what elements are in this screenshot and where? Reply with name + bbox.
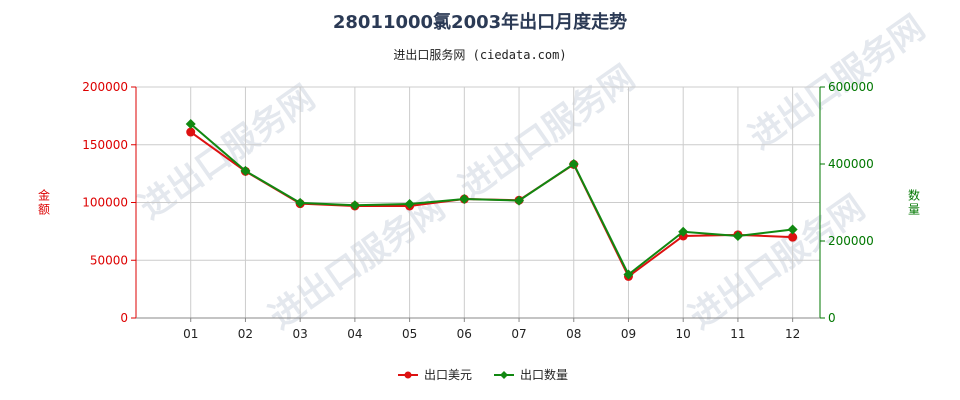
chart-title: 28011000氯2003年出口月度走势	[332, 12, 628, 33]
x-tick-label: 01	[183, 327, 198, 341]
watermark-text: 进出口服务网	[262, 188, 452, 338]
legend-marker	[500, 371, 508, 379]
data-point	[186, 127, 196, 137]
watermark-text: 进出口服务网	[132, 78, 322, 228]
x-tick-label: 12	[785, 327, 800, 341]
x-tick-label: 09	[621, 327, 636, 341]
right-tick-label: 0	[828, 311, 836, 325]
legend-label: 出口美元	[424, 368, 472, 382]
x-tick-label: 07	[511, 327, 526, 341]
legend-label: 出口数量	[520, 367, 568, 382]
data-point	[623, 269, 634, 280]
right-axis-title: 数量	[908, 188, 920, 217]
data-point	[788, 232, 798, 242]
left-tick-label: 100000	[82, 196, 128, 210]
left-tick-label: 0	[120, 311, 128, 325]
data-point	[514, 195, 525, 206]
x-tick-label: 03	[293, 327, 308, 341]
legend-marker	[404, 371, 412, 379]
right-tick-label: 200000	[828, 234, 874, 248]
watermark-text: 进出口服务网	[682, 188, 872, 338]
data-point	[732, 230, 743, 241]
left-axis-title: 金额	[38, 188, 50, 217]
right-tick-label: 400000	[828, 157, 874, 171]
x-tick-label: 06	[457, 327, 472, 341]
data-point	[568, 159, 579, 169]
x-tick-label: 11	[730, 327, 745, 341]
x-tick-label: 10	[676, 327, 691, 341]
data-point	[185, 118, 196, 129]
left-tick-label: 50000	[90, 253, 128, 267]
left-tick-label: 150000	[82, 138, 128, 152]
data-point	[240, 165, 251, 176]
data-point	[459, 194, 470, 205]
left-tick-label: 200000	[82, 80, 128, 94]
data-point	[678, 226, 689, 237]
watermark-text: 进出口服务网	[452, 58, 642, 208]
x-tick-label: 05	[402, 327, 417, 341]
right-tick-label: 600000	[828, 80, 874, 94]
chart-subtitle: 进出口服务网 (ciedata.com)	[393, 48, 567, 62]
series-line	[190, 123, 793, 277]
x-tick-label: 08	[566, 327, 581, 341]
data-point	[404, 199, 415, 210]
data-point	[787, 224, 798, 235]
x-tick-label: 04	[347, 327, 362, 341]
data-point	[349, 200, 360, 211]
data-point	[295, 197, 306, 208]
x-tick-label: 02	[238, 327, 253, 341]
